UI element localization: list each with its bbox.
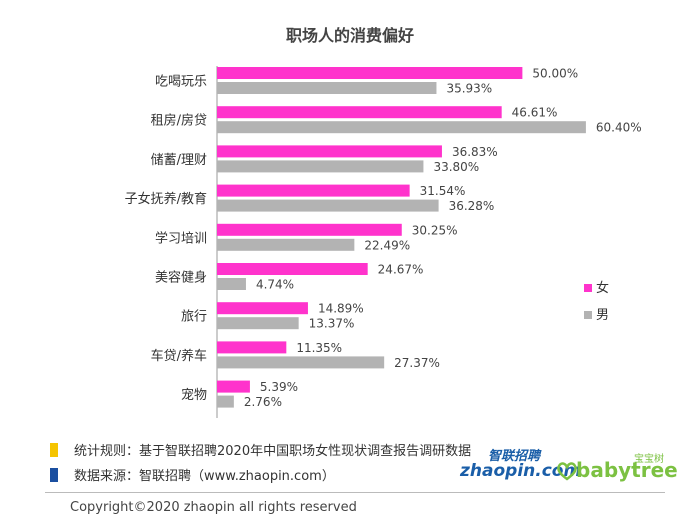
category-label: 子女抚养/教育 bbox=[125, 191, 207, 207]
bar-female bbox=[217, 341, 287, 354]
babytree-logo-en: babytree bbox=[576, 458, 678, 482]
category-label: 宠物 bbox=[181, 387, 207, 403]
value-label: 5.39% bbox=[260, 380, 298, 394]
value-label: 14.89% bbox=[318, 302, 364, 316]
babytree-logo-cn: 宝宝树 bbox=[634, 454, 664, 465]
legend-swatch-female bbox=[584, 284, 592, 292]
category-label: 旅行 bbox=[181, 310, 207, 325]
bar-male bbox=[217, 199, 439, 212]
value-label: 4.74% bbox=[256, 278, 294, 292]
note-data-source: 数据来源：智联招聘（www.zhaopin.com） bbox=[50, 465, 335, 484]
zhaopin-logo-cn: 智联招聘 bbox=[488, 449, 541, 464]
copyright-text: Copyright©2020 zhaopin all rights reserv… bbox=[70, 500, 357, 515]
legend-label: 男 bbox=[596, 308, 609, 323]
value-label: 46.61% bbox=[512, 106, 558, 120]
value-label: 13.37% bbox=[309, 317, 355, 331]
babytree-logo: 宝宝树 babytree bbox=[556, 450, 678, 486]
legend-label: 女 bbox=[596, 280, 609, 296]
note-marker-yellow bbox=[50, 442, 58, 457]
value-label: 60.40% bbox=[596, 121, 642, 135]
value-label: 31.54% bbox=[420, 184, 466, 198]
bar-female bbox=[217, 145, 442, 158]
bar-male bbox=[217, 121, 586, 134]
value-label: 35.93% bbox=[446, 82, 492, 96]
note-text: 数据来源：智联招聘（www.zhaopin.com） bbox=[74, 469, 335, 484]
category-label: 储蓄/理财 bbox=[151, 153, 207, 168]
bar-male bbox=[217, 82, 437, 94]
bar-female bbox=[217, 223, 402, 236]
note-text: 统计规则：基于智联招聘2020年中国职场女性现状调查报告调研数据 bbox=[74, 444, 472, 459]
bar-male bbox=[217, 317, 299, 330]
value-label: 27.37% bbox=[394, 356, 440, 370]
bar-female bbox=[217, 67, 523, 79]
value-label: 2.76% bbox=[244, 395, 282, 409]
chart-title: 职场人的消费偏好 bbox=[285, 26, 414, 45]
legend: 女男 bbox=[584, 280, 609, 323]
value-label: 11.35% bbox=[296, 341, 342, 355]
value-label: 30.25% bbox=[412, 223, 458, 237]
bar-male bbox=[217, 395, 234, 408]
category-label: 学习培训 bbox=[155, 230, 207, 246]
value-label: 24.67% bbox=[378, 263, 424, 277]
category-label: 吃喝玩乐 bbox=[155, 74, 207, 90]
bar-female bbox=[217, 106, 502, 119]
bar-female bbox=[217, 302, 308, 315]
legend-swatch-male bbox=[584, 311, 592, 319]
bar-male bbox=[217, 160, 424, 173]
bar-male bbox=[217, 356, 385, 369]
babytree-heart-icon bbox=[557, 462, 577, 481]
bar-male bbox=[217, 238, 355, 251]
value-label: 50.00% bbox=[532, 67, 578, 81]
bar-female bbox=[217, 380, 250, 393]
category-label: 租房/房贷 bbox=[151, 113, 207, 129]
zhaopin-logo-en: zhaopin.com bbox=[460, 461, 582, 481]
category-label: 美容健身 bbox=[155, 270, 207, 286]
bar-male bbox=[217, 278, 246, 290]
value-label: 33.80% bbox=[433, 160, 479, 174]
value-label: 36.28% bbox=[449, 199, 495, 213]
bar-chart: 吃喝玩乐 50.00% 35.93% 租房/房贷 46.61% 60.40% 储蓄/理财 36… bbox=[125, 66, 642, 418]
value-label: 36.83% bbox=[452, 145, 498, 159]
category-label: 车贷/养车 bbox=[151, 348, 207, 364]
footer-divider bbox=[45, 492, 665, 493]
bar-female bbox=[217, 263, 368, 275]
bars-group: 吃喝玩乐 50.00% 35.93% 租房/房贷 46.61% 60.40% 储蓄/理财 36… bbox=[125, 67, 642, 410]
value-label: 22.49% bbox=[364, 238, 410, 252]
note-statistics-rule: 统计规则：基于智联招聘2020年中国职场女性现状调查报告调研数据 bbox=[50, 440, 471, 459]
note-marker-blue bbox=[50, 467, 58, 482]
bar-female bbox=[217, 184, 410, 197]
